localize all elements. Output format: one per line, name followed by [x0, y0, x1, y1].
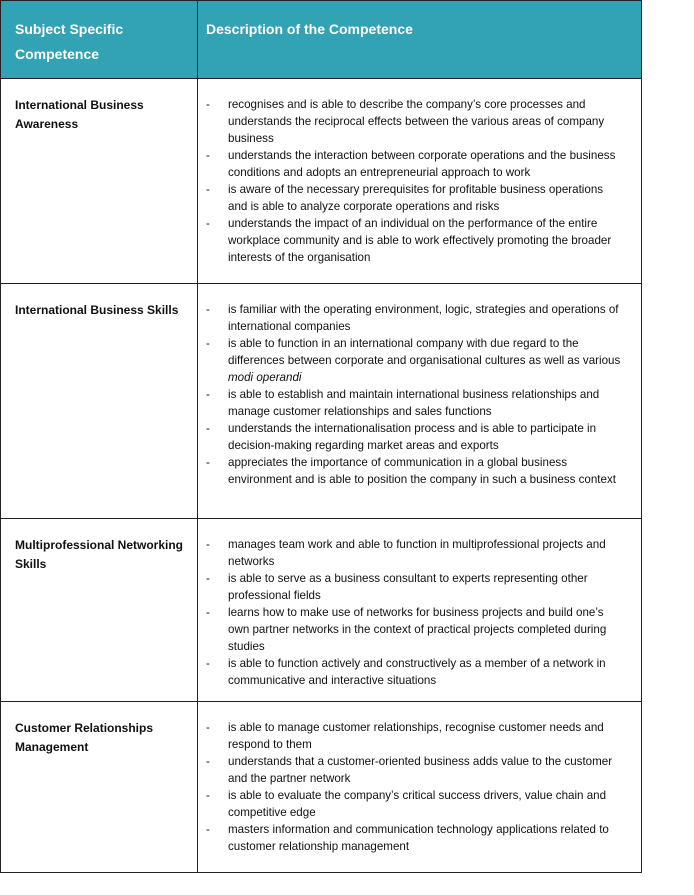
item-text: is familiar with the operating environme… — [228, 303, 619, 333]
competence-description: - is able to manage customer relationship… — [197, 701, 642, 873]
bullet-dash: - — [206, 721, 210, 734]
header-row: Subject Specific Competence Description … — [0, 0, 642, 79]
item-text: understands that a customer-oriented bus… — [228, 755, 613, 785]
bullet-dash: - — [206, 657, 210, 670]
competence-name: International Business Skills — [0, 283, 198, 519]
list-item: - recognises and is able to describe the … — [206, 96, 623, 147]
item-text: appreciates the importance of communicat… — [228, 456, 616, 486]
list-item: - masters information and communication t… — [206, 821, 623, 855]
description-list: - recognises and is able to describe the … — [206, 96, 623, 266]
bullet-dash: - — [206, 217, 210, 230]
list-item: - is able to function in an international… — [206, 335, 623, 386]
competence-description: - is familiar with the operating environm… — [197, 283, 642, 519]
list-item: - understands the interaction between cor… — [206, 147, 623, 181]
item-text: is able to serve as a business consultan… — [228, 572, 588, 602]
header-description: Description of the Competence — [197, 0, 642, 79]
bullet-dash: - — [206, 572, 210, 585]
table-row: Multiprofessional Networking Skills - mana… — [0, 518, 642, 702]
table-row: International Business Skills - is familia… — [0, 283, 642, 519]
table-row: Customer Relationships Management - is abl… — [0, 701, 642, 873]
competence-name: International Business Awareness — [0, 78, 198, 284]
list-item: - is aware of the necessary prerequisites… — [206, 181, 623, 215]
list-item: - is familiar with the operating environm… — [206, 301, 623, 335]
bullet-dash: - — [206, 456, 210, 469]
bullet-dash: - — [206, 606, 210, 619]
description-list: - is familiar with the operating environm… — [206, 301, 623, 488]
bullet-dash: - — [206, 755, 210, 768]
table-row: International Business Awareness - recogni… — [0, 78, 642, 284]
item-text: is able to function actively and constru… — [228, 657, 606, 687]
item-text: is able to manage customer relationships… — [228, 721, 604, 751]
item-text: understands the impact of an individual … — [228, 217, 612, 264]
list-item: - is able to evaluate the company’s criti… — [206, 787, 623, 821]
list-item: - learns how to make use of networks for … — [206, 604, 623, 655]
header-subject-competence: Subject Specific Competence — [0, 0, 198, 79]
item-text: is able to establish and maintain intern… — [228, 388, 600, 418]
item-text: is able to function in an international … — [228, 337, 621, 367]
item-text: recognises and is able to describe the c… — [228, 98, 605, 145]
list-item: - is able to function actively and constr… — [206, 655, 623, 689]
bullet-dash: - — [206, 422, 210, 435]
bullet-dash: - — [206, 303, 210, 316]
item-text: masters information and communication te… — [228, 823, 609, 853]
bullet-dash: - — [206, 183, 210, 196]
bullet-dash: - — [206, 388, 210, 401]
bullet-dash: - — [206, 337, 210, 350]
list-item: - appreciates the importance of communica… — [206, 454, 623, 488]
list-item: - understands the internationalisation pr… — [206, 420, 623, 454]
item-text: is aware of the necessary prerequisites … — [228, 183, 604, 213]
bullet-dash: - — [206, 98, 210, 111]
bullet-dash: - — [206, 823, 210, 836]
italic-text: modi operandi — [228, 371, 302, 384]
list-item: - is able to establish and maintain inter… — [206, 386, 623, 420]
list-item: - is able to serve as a business consulta… — [206, 570, 623, 604]
item-text: learns how to make use of networks for b… — [228, 606, 607, 653]
bullet-dash: - — [206, 538, 210, 551]
list-item: - understands that a customer-oriented bu… — [206, 753, 623, 787]
description-list: - is able to manage customer relationship… — [206, 719, 623, 855]
competence-name: Multiprofessional Networking Skills — [0, 518, 198, 702]
list-item: - is able to manage customer relationship… — [206, 719, 623, 753]
item-text: is able to evaluate the company’s critic… — [228, 789, 607, 819]
item-text: manages team work and able to function i… — [228, 538, 606, 568]
item-text: understands the internationalisation pro… — [228, 422, 597, 452]
bullet-dash: - — [206, 149, 210, 162]
description-list: - manages team work and able to function … — [206, 536, 623, 689]
competence-description: - recognises and is able to describe the … — [197, 78, 642, 284]
item-text: understands the interaction between corp… — [228, 149, 616, 179]
list-item: - manages team work and able to function … — [206, 536, 623, 570]
competence-description: - manages team work and able to function … — [197, 518, 642, 702]
competence-name: Customer Relationships Management — [0, 701, 198, 873]
bullet-dash: - — [206, 789, 210, 802]
competence-table: Subject Specific Competence Description … — [0, 0, 642, 873]
list-item: - understands the impact of an individual… — [206, 215, 623, 266]
